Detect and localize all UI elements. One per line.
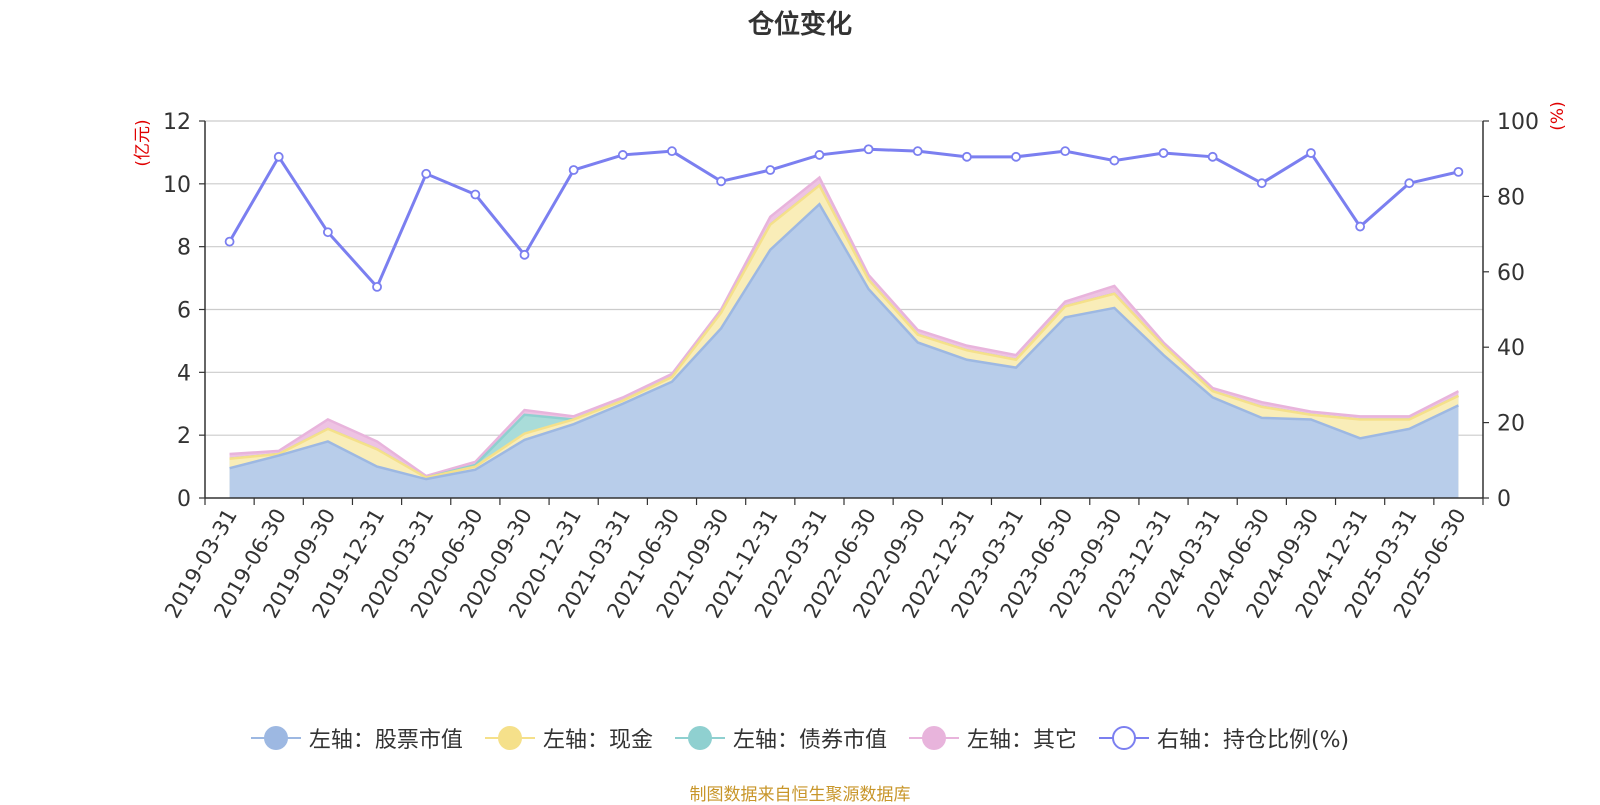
line-point xyxy=(912,146,923,157)
position-ratio-line xyxy=(224,144,1464,292)
stacked-areas xyxy=(229,175,1459,499)
line-point xyxy=(961,151,972,162)
line-point xyxy=(667,146,677,157)
left-axis-tick-label: 4 xyxy=(177,361,191,386)
left-axis-tick-label: 2 xyxy=(177,424,191,449)
right-axis-tick-label: 0 xyxy=(1497,487,1511,512)
area-series-0 xyxy=(229,204,1459,499)
left-axis-tick-label: 12 xyxy=(163,110,191,135)
legend-marker xyxy=(908,724,959,752)
line-point xyxy=(1453,166,1464,177)
line-point xyxy=(322,227,333,238)
line-point xyxy=(519,249,530,260)
legend-label: 左轴：现金 xyxy=(542,728,653,753)
right-axis-tick-label: 40 xyxy=(1497,336,1525,361)
line-point xyxy=(470,189,481,200)
line-point xyxy=(765,165,776,175)
right-axis-unit: (%) xyxy=(1548,101,1568,130)
left-axis-unit: (亿元) xyxy=(133,119,153,166)
line-point xyxy=(1355,221,1366,232)
line-point xyxy=(224,236,235,247)
line-point xyxy=(1404,178,1415,189)
line-point xyxy=(568,165,579,175)
line-point xyxy=(814,150,825,160)
legend-marker xyxy=(250,724,301,752)
legend-item-4[interactable]: 右轴：持仓比例(%) xyxy=(1098,722,1350,754)
chart-title: 仓位变化 xyxy=(747,10,852,40)
legend-label: 右轴：持仓比例(%) xyxy=(1156,728,1350,753)
left-axis-tick-label: 6 xyxy=(177,299,191,324)
legend-item-1[interactable]: 左轴：现金 xyxy=(484,722,653,754)
right-axis-tick-label: 20 xyxy=(1497,412,1525,437)
right-axis-tick-label: 100 xyxy=(1497,110,1539,135)
right-axis-tick-label: 80 xyxy=(1497,185,1525,210)
legend-label: 左轴：债券市值 xyxy=(732,728,887,753)
area-edge-series-3 xyxy=(229,175,1459,478)
left-axis-tick-label: 10 xyxy=(163,173,191,198)
line-point xyxy=(1158,148,1169,158)
line-point xyxy=(372,281,382,292)
legend: 左轴：股票市值 左轴：现金 左轴：债券市值 左轴：其它 右轴：持仓比例(%) xyxy=(0,722,1600,754)
line-point xyxy=(617,150,628,160)
line-point xyxy=(1109,155,1120,166)
line-point xyxy=(1207,151,1218,162)
line-point xyxy=(421,168,432,179)
line-point xyxy=(716,176,727,187)
legend-marker xyxy=(484,724,535,752)
area-edge-series-0 xyxy=(229,202,1459,481)
line-point xyxy=(1306,148,1316,158)
left-axis-tick-label: 0 xyxy=(177,487,191,512)
legend-label: 左轴：股票市值 xyxy=(308,728,463,753)
legend-item-2[interactable]: 左轴：债券市值 xyxy=(674,722,887,754)
right-axis-tick-label: 60 xyxy=(1497,261,1525,286)
legend-item-3[interactable]: 左轴：其它 xyxy=(908,722,1077,754)
area-edge-series-1 xyxy=(229,183,1459,479)
legend-label: 左轴：其它 xyxy=(966,728,1077,753)
source-note: 制图数据来自恒生聚源数据库 xyxy=(689,785,911,805)
line-point xyxy=(863,144,874,155)
line-point xyxy=(273,151,284,162)
legend-item-0[interactable]: 左轴：股票市值 xyxy=(250,722,463,754)
line-point xyxy=(1011,151,1021,162)
legend-marker xyxy=(1098,724,1149,752)
line-point xyxy=(1256,178,1267,189)
legend-marker xyxy=(674,724,725,752)
line-series-path xyxy=(228,147,1459,290)
left-axis-tick-label: 8 xyxy=(177,236,191,261)
line-point xyxy=(1060,146,1071,157)
